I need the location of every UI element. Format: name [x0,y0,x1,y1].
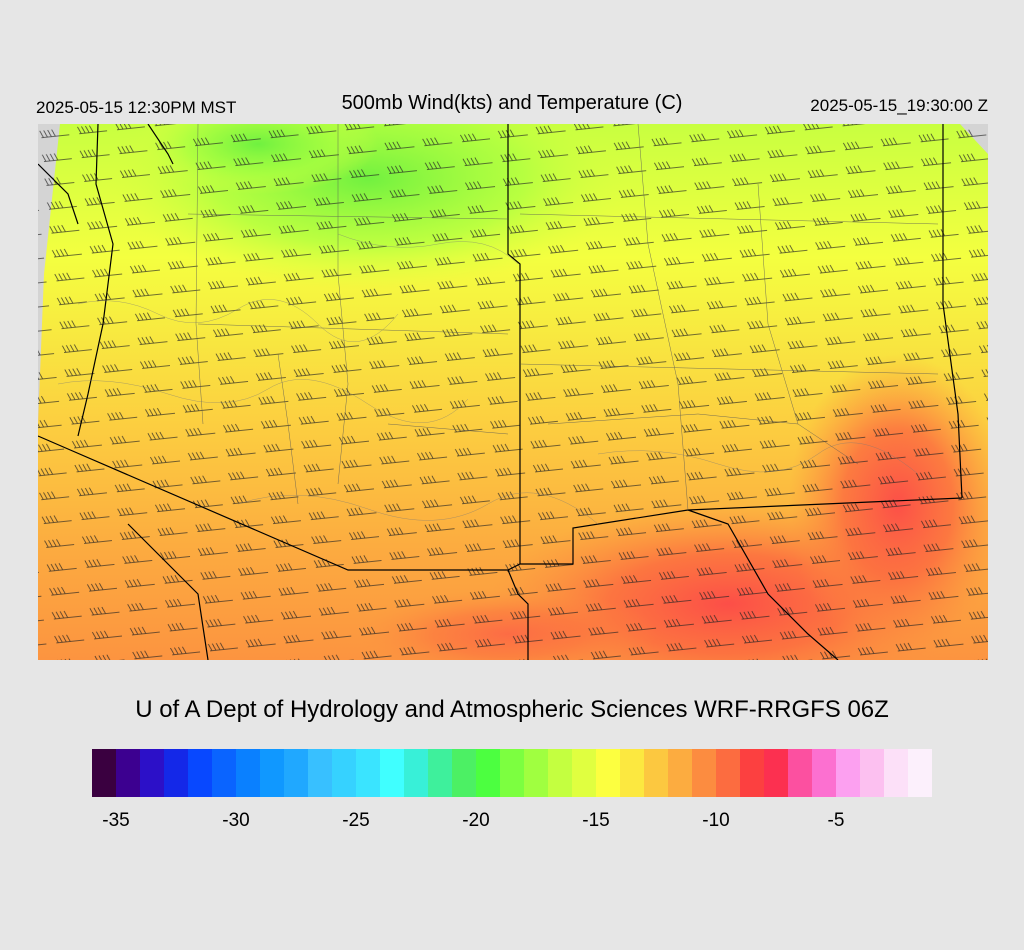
colorbar-swatch [740,749,765,797]
colorbar-swatch [92,749,117,797]
colorbar-tick-label: -5 [827,810,845,831]
colorbar-swatch [476,749,501,797]
colorbar-swatch [260,749,285,797]
colorbar-swatch [644,749,669,797]
colorbar-swatch [236,749,261,797]
colorbar-swatch [620,749,645,797]
temperature-colorbar [92,749,932,797]
colorbar-swatch [452,749,477,797]
map-title: 500mb Wind(kts) and Temperature (C) [341,92,683,114]
colorbar-swatch [908,749,932,797]
county-boundaries [187,124,939,511]
colorbar-tick-label: -10 [702,810,730,831]
colorbar-swatch [860,749,885,797]
colorbar-swatch [764,749,789,797]
state-boundaries [38,124,963,660]
colorbar-swatch [428,749,453,797]
colorbar-swatch [284,749,309,797]
colorbar-swatch [212,749,237,797]
colorbar-swatch [116,749,141,797]
credit-label: U of A Dept of Hydrology and Atmospheric… [135,696,889,723]
colorbar-swatch [380,749,405,797]
colorbar-swatch [812,749,837,797]
colorbar-swatch [188,749,213,797]
colorbar-swatch [596,749,621,797]
colorbar-swatch [572,749,597,797]
colorbar-swatch [356,749,381,797]
colorbar-swatch [500,749,525,797]
colorbar-swatch [524,749,549,797]
colorbar-swatch [788,749,813,797]
colorbar-swatch [884,749,909,797]
colorbar-swatch [308,749,333,797]
colorbar-swatch [332,749,357,797]
colorbar-tick-label: -30 [222,810,250,831]
colorbar-swatch [668,749,693,797]
colorbar-swatch [404,749,429,797]
colorbar-swatch [140,749,165,797]
local-time-label: 2025-05-15 12:30PM MST [36,98,237,117]
colorbar-swatch [548,749,573,797]
valid-time-label: 2025-05-15_19:30:00 Z [810,96,988,115]
colorbar-tick-label: -15 [582,810,610,831]
colorbar-swatch [716,749,741,797]
colorbar-swatch [692,749,717,797]
colorbar-tick-label: -35 [102,810,130,831]
colorbar-swatch [836,749,861,797]
colorbar-tick-label: -20 [462,810,490,831]
temperature-wind-map [38,124,988,660]
colorbar-tick-label: -25 [342,810,370,831]
colorbar-swatch [164,749,189,797]
